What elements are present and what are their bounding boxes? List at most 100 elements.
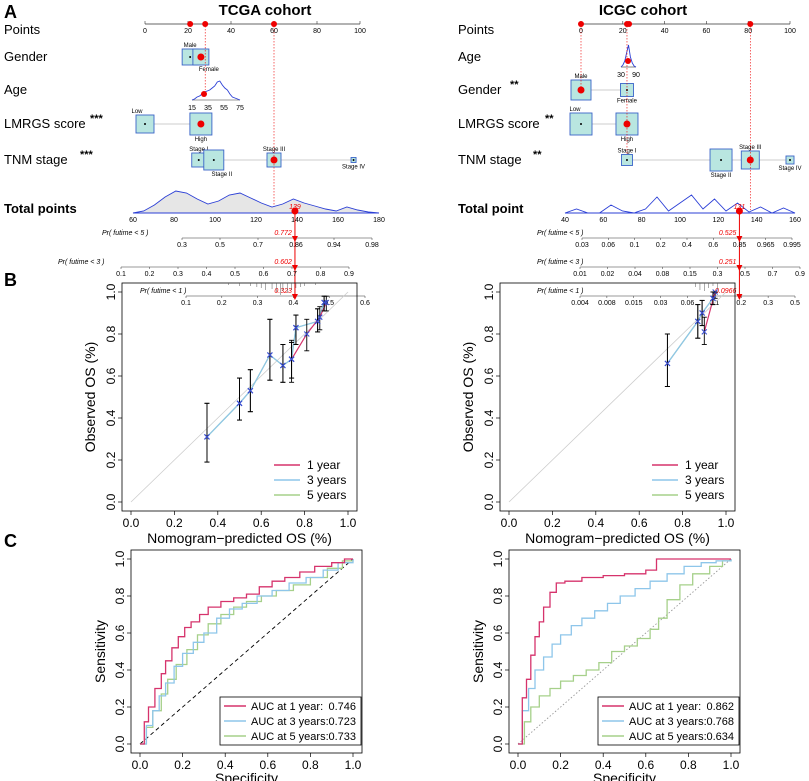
x-tick-label: 0.6	[631, 516, 648, 530]
x-tick-label: 0.6	[637, 758, 654, 772]
y-tick-label: 0.0	[491, 735, 505, 752]
prob-tick-label: 0.8	[316, 271, 326, 278]
prob-tick-label: 0.2	[736, 300, 746, 307]
total-density	[132, 190, 380, 214]
variable-label: Gender	[458, 82, 502, 97]
prob-tick-label: 0.6	[360, 300, 370, 307]
level-label: Stage I	[617, 149, 636, 155]
level-label: Male	[184, 43, 198, 49]
level-label: Low	[569, 107, 581, 113]
x-tick-label: 0.0	[510, 758, 527, 772]
prob-arrow	[291, 236, 298, 242]
x-tick-label: 0.4	[209, 516, 226, 530]
nomogram-title: ICGC cohort	[599, 2, 687, 19]
prob-tick-label: 0.6	[708, 242, 718, 249]
significance-stars: **	[533, 149, 542, 161]
prob-tick-label: 0.06	[601, 242, 615, 249]
points-tick-label: 80	[744, 28, 752, 35]
legend-label: 1 year	[685, 458, 718, 472]
y-tick-label: 0.4	[491, 661, 505, 678]
panel-label-c: C	[4, 531, 17, 551]
prob-tick-label: 0.1	[181, 300, 191, 307]
prob-tick-label: 0.03	[654, 300, 668, 307]
calibration-line	[666, 297, 714, 364]
prob-tick-label: 0.1	[116, 271, 126, 278]
variable-label: LMRGS score	[4, 116, 86, 131]
calibration-point	[266, 352, 273, 358]
prob-tick-label: 0.3	[173, 271, 183, 278]
points-tick-label: 100	[784, 28, 796, 35]
legend-label: AUC at 3 years:	[251, 716, 329, 728]
x-axis-label: Specificity	[215, 770, 278, 781]
prob-label: Pr( futime < 3 )	[537, 259, 583, 266]
points-dot	[747, 21, 754, 27]
level-marker	[144, 123, 146, 125]
prob-tick-label: 0.5	[790, 300, 800, 307]
level-label: Stage I	[189, 147, 208, 153]
level-marker	[580, 123, 582, 125]
roc-curve	[518, 558, 731, 745]
level-label: Low	[131, 109, 143, 115]
prob-tick-label: 0.4	[202, 271, 212, 278]
level-label: Stage III	[739, 145, 762, 151]
x-tick-label: 0.0	[132, 758, 149, 772]
total-tick-label: 140	[751, 217, 763, 224]
prob-tick-label: 0.4	[682, 242, 692, 249]
prob-tick-label: 0.3	[713, 271, 723, 278]
significance-stars: **	[510, 79, 519, 91]
age-selected-dot	[625, 58, 631, 64]
points-label: Points	[4, 22, 41, 37]
prob-arrow	[736, 294, 743, 300]
level-label: Stage II	[711, 173, 732, 179]
level-marker	[625, 159, 628, 161]
points-tick-label: 40	[661, 28, 669, 35]
level-label: Stage IV	[778, 166, 801, 172]
prob-tick-label: 0.5	[215, 242, 225, 249]
total-tick-label: 80	[170, 217, 178, 224]
calibration-point	[316, 314, 323, 321]
x-tick-label: 1.0	[718, 516, 735, 530]
age-tick-label: 90	[632, 72, 640, 79]
roc-frame	[130, 549, 363, 754]
variable-label: LMRGS score	[458, 116, 540, 131]
y-tick-label: 0.6	[491, 624, 505, 641]
x-tick-label: 0.8	[680, 758, 697, 772]
points-tick-label: 20	[619, 28, 627, 35]
level-marker	[212, 159, 215, 161]
calibration-point	[247, 387, 254, 394]
x-tick-label: 1.0	[345, 758, 362, 772]
x-tick-label: 0.4	[217, 758, 234, 772]
calibration-point	[204, 434, 210, 440]
calibration-point	[303, 331, 310, 337]
prob-arrow	[736, 236, 743, 242]
prob-label: Pr( futime < 3 )	[58, 259, 104, 266]
calibration-point	[280, 362, 286, 369]
roc-curve	[518, 559, 732, 745]
prob-tick-label: 0.3	[177, 242, 187, 249]
y-tick-label: 0.6	[113, 624, 127, 641]
level-marker	[197, 159, 200, 161]
prob-label: Pr( futime < 5 )	[537, 230, 583, 237]
x-tick-label: 0.2	[174, 758, 191, 772]
age-tick-label: 30	[617, 72, 625, 79]
points-tick-label: 0	[143, 28, 147, 35]
prob-label: Pr( futime < 1 )	[140, 288, 186, 295]
total-selected-value: 139	[289, 204, 301, 211]
legend-label: 5 years	[685, 488, 724, 502]
prob-tick-label: 0.15	[683, 271, 697, 278]
y-tick-label: 1.0	[491, 550, 505, 567]
total-tick-label: 160	[789, 217, 801, 224]
prob-tick-label: 0.1	[630, 242, 640, 249]
y-tick-label: 0.6	[104, 367, 118, 384]
total-tick-label: 140	[291, 217, 303, 224]
prob-tick-label: 0.06	[681, 300, 695, 307]
y-tick-label: 0.4	[482, 409, 496, 426]
points-dot	[578, 21, 584, 27]
x-axis-label: Nomogram−predicted OS (%)	[147, 530, 332, 546]
legend-auc: 0.634	[706, 731, 734, 743]
y-tick-label: 0.2	[113, 698, 127, 715]
total-tick-label: 100	[674, 217, 686, 224]
points-dot	[271, 21, 277, 27]
